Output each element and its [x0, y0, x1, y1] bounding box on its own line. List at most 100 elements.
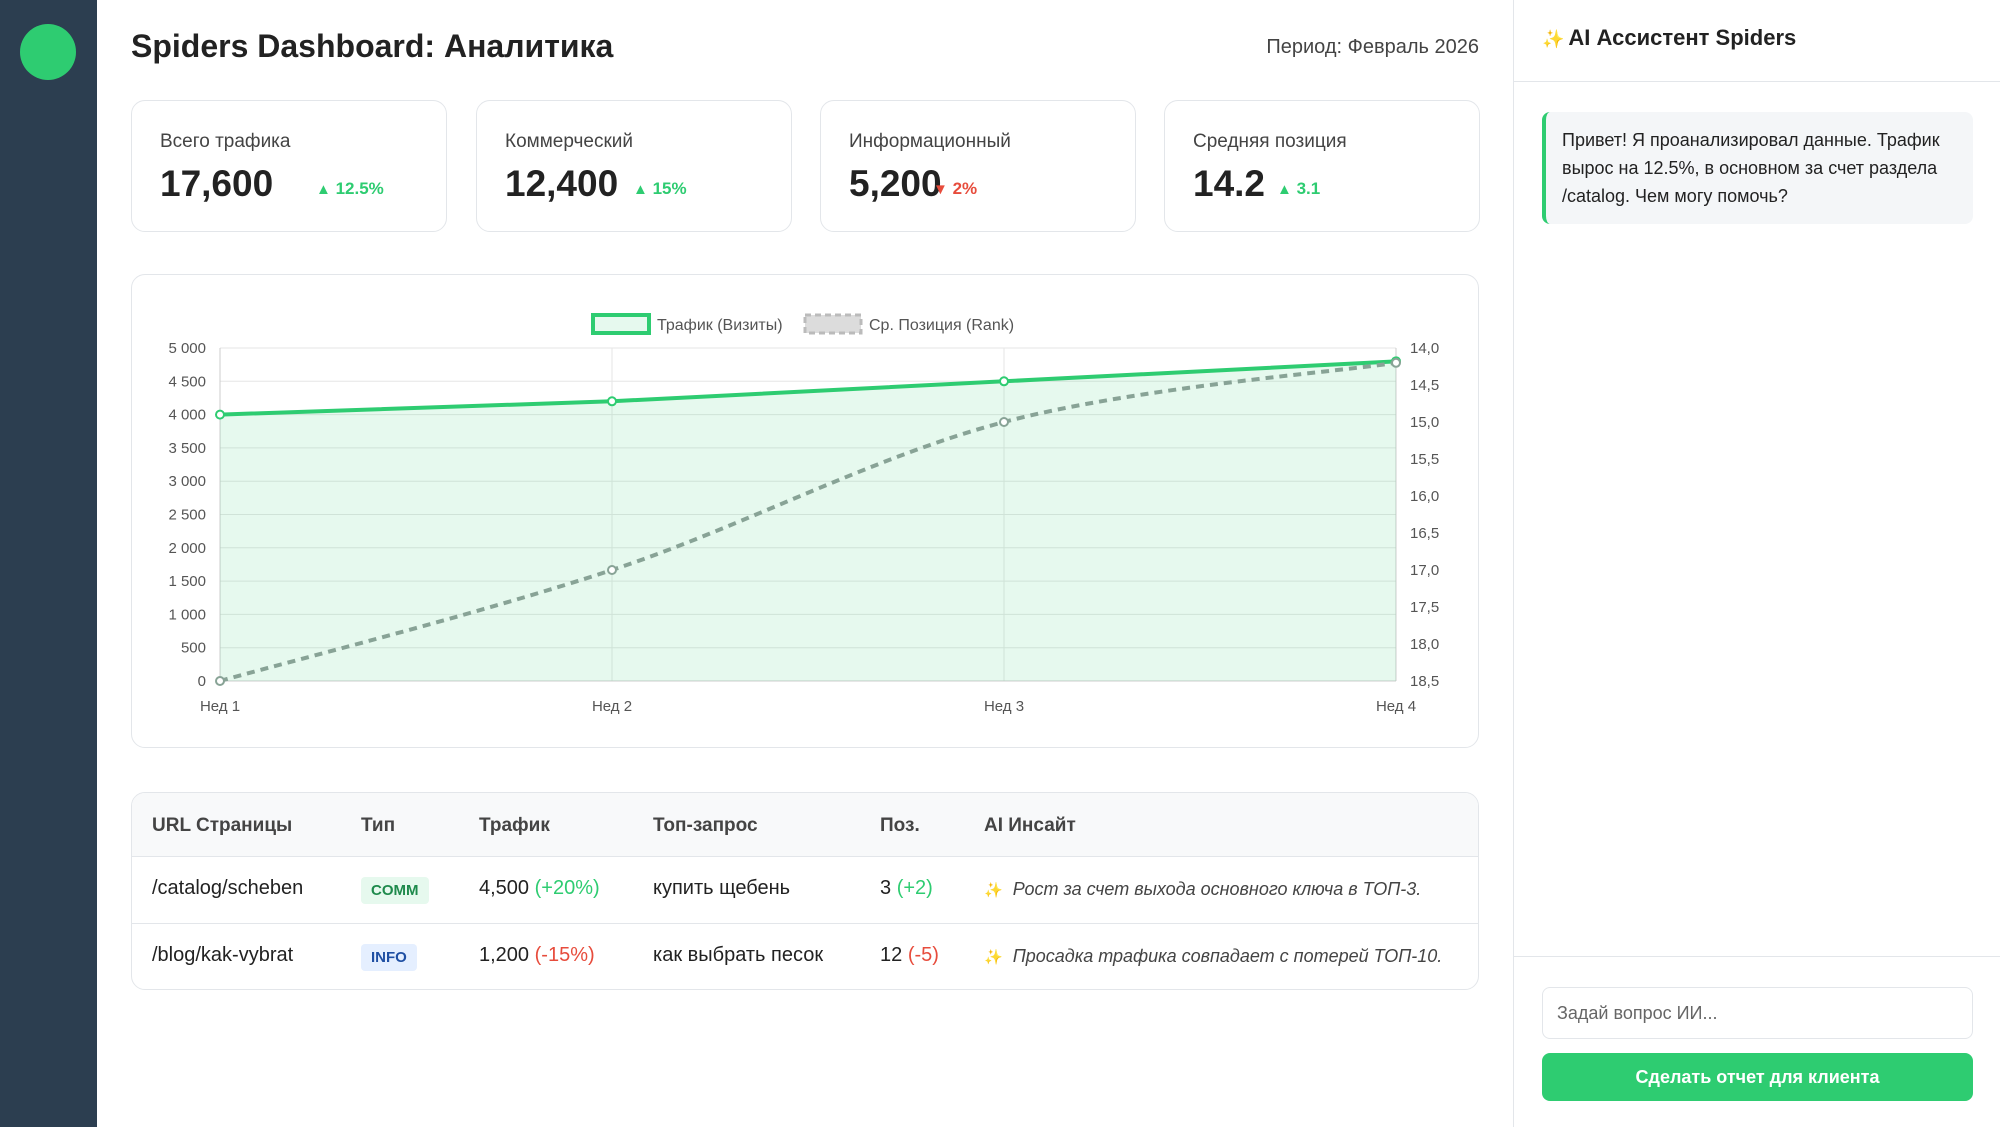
- insight-text: Рост за счет выхода основного ключа в ТО…: [1012, 879, 1422, 899]
- rank-line: [219, 360, 1397, 683]
- sidebar: [0, 0, 97, 1127]
- rank-point: [215, 676, 225, 686]
- y-left-tick-label: 3 000: [168, 473, 206, 490]
- main-content: Spiders Dashboard: Аналитика Период: Фев…: [97, 0, 1513, 1127]
- kpi-value: 12,400: [505, 163, 619, 204]
- cell-url[interactable]: /catalog/scheben: [152, 877, 304, 899]
- legend-swatch-traffic: [591, 313, 651, 335]
- kpi-delta-value: 15%: [652, 179, 687, 198]
- x-tick-label: Нед 4: [1376, 698, 1416, 715]
- page-title: Spiders Dashboard: Аналитика: [131, 28, 614, 64]
- y-left-tick-label: 500: [181, 640, 206, 657]
- y-right-tick-label: 17,5: [1410, 599, 1439, 616]
- th-traffic: Трафик: [479, 815, 550, 836]
- x-tick-label: Нед 1: [200, 698, 240, 715]
- kpi-card-informational: Информационный 5,200 ▼ 2%: [820, 100, 1136, 232]
- position-delta: (+2): [896, 877, 933, 899]
- kpi-delta: ▲ 15%: [633, 179, 687, 199]
- pages-table: URL Страницы Тип Трафик Топ-запрос Поз. …: [131, 792, 1479, 990]
- cell-traffic: 4,500 (+20%): [479, 877, 600, 900]
- y-right-tick-label: 15,0: [1410, 414, 1439, 431]
- cell-query: как выбрать песок: [653, 944, 824, 966]
- kpi-card-avg-position: Средняя позиция 14.2 ▲ 3.1: [1164, 100, 1480, 232]
- assistant-message: Привет! Я проанализировал данные. Трафик…: [1542, 112, 1973, 224]
- rank-point: [607, 565, 617, 575]
- y-left-tick-label: 2 000: [168, 540, 206, 557]
- row-divider: [132, 923, 1478, 924]
- type-badge: COMM: [361, 877, 429, 904]
- traffic-point: [999, 376, 1009, 387]
- sparkle-icon: ✨: [984, 949, 1003, 966]
- traffic-value: 1,200: [479, 944, 530, 966]
- ask-ai-input[interactable]: [1542, 987, 1973, 1039]
- type-badge: INFO: [361, 944, 417, 971]
- cell-url[interactable]: /blog/kak-vybrat: [152, 944, 294, 966]
- kpi-delta-value: 12.5%: [335, 179, 384, 198]
- y-right-tick-label: 14,5: [1410, 377, 1439, 394]
- th-ai-insight: AI Инсайт: [984, 815, 1076, 836]
- th-url: URL Страницы: [152, 815, 293, 836]
- arrow-up-icon: ▲: [316, 181, 331, 198]
- logo[interactable]: [20, 24, 76, 80]
- traffic-delta: (-15%): [534, 944, 595, 966]
- y-right-tick-label: 14,0: [1410, 340, 1439, 357]
- rank-point: [1391, 357, 1401, 368]
- y-left-tick-label: 1 000: [168, 606, 206, 623]
- th-query: Топ-запрос: [653, 815, 758, 836]
- y-right-tick-label: 16,5: [1410, 525, 1439, 542]
- cell-insight: ✨ Просадка трафика совпадает с потерей ТО…: [984, 946, 1442, 967]
- y-right-tick-label: 17,0: [1410, 562, 1439, 579]
- y-left-tick-label: 1 500: [168, 573, 206, 590]
- arrow-up-icon: ▲: [633, 181, 648, 198]
- make-client-report-button[interactable]: Сделать отчет для клиента: [1542, 1053, 1973, 1101]
- kpi-card-commercial: Коммерческий 12,400 ▲ 15%: [476, 100, 792, 232]
- assistant-title-text: AI Ассистент Spiders: [1568, 25, 1797, 50]
- table-row[interactable]: /blog/kak-vybrat INFO 1,200 (-15%) как в…: [132, 924, 1478, 989]
- traffic-value: 4,500: [479, 877, 530, 899]
- y-right-tick-label: 18,5: [1410, 673, 1439, 690]
- position-value: 12: [880, 944, 903, 966]
- chart-card: 5 000 4 500 4 000 3 500 3 000 2 500 2 000 1 500…: [131, 274, 1479, 748]
- sparkle-icon: ✨: [1542, 29, 1565, 49]
- position-delta: (-5): [907, 944, 939, 966]
- th-type: Тип: [361, 815, 396, 836]
- y-right-tick-label: 15,5: [1410, 451, 1439, 468]
- traffic-line: [219, 359, 1397, 417]
- ai-assistant-panel: ✨ AI Ассистент Spiders Привет! Я проанали…: [1513, 0, 2000, 1127]
- traffic-delta: (+20%): [534, 877, 600, 899]
- kpi-label: Информационный: [849, 131, 1011, 152]
- table-header: URL Страницы Тип Трафик Топ-запрос Поз. …: [132, 793, 1478, 857]
- assistant-footer: Сделать отчет для клиента: [1514, 956, 2000, 1127]
- y-left-tick-label: 2 500: [168, 507, 206, 524]
- legend-label-rank: Ср. Позиция (Rank): [869, 317, 1014, 334]
- kpi-value: 5,200: [849, 163, 942, 204]
- kpi-card-total-traffic: Всего трафика 17,600 ▲ 12.5%: [131, 100, 447, 232]
- arrow-down-icon: ▼: [933, 181, 948, 198]
- kpi-delta-value: 3.1: [1296, 179, 1321, 198]
- rank-point: [999, 417, 1009, 427]
- legend-label-traffic: Трафик (Визиты): [657, 317, 783, 334]
- kpi-delta: ▲ 3.1: [1277, 179, 1320, 199]
- y-left-tick-label: 5 000: [168, 340, 206, 357]
- cell-position: 12 (-5): [880, 944, 939, 967]
- kpi-value: 17,600: [160, 163, 274, 204]
- kpi-label: Средняя позиция: [1193, 131, 1347, 152]
- cell-insight: ✨ Рост за счет выхода основного ключа в Т…: [984, 879, 1421, 900]
- legend-swatch-rank: [803, 313, 863, 335]
- insight-text: Просадка трафика совпадает с потерей ТОП…: [1012, 946, 1443, 966]
- y-left-tick-label: 3 500: [168, 440, 206, 457]
- kpi-label: Коммерческий: [505, 131, 633, 152]
- kpi-delta: ▲ 12.5%: [316, 179, 384, 199]
- cell-position: 3 (+2): [880, 877, 933, 900]
- assistant-header: ✨ AI Ассистент Spiders: [1514, 0, 2000, 82]
- kpi-delta: ▼ 2%: [933, 179, 977, 199]
- traffic-point: [607, 396, 617, 407]
- y-left-tick-label: 4 500: [168, 373, 206, 390]
- table-row[interactable]: /catalog/scheben COMM 4,500 (+20%) купит…: [132, 857, 1478, 923]
- y-left-tick-label: 4 000: [168, 407, 206, 424]
- y-right-tick-label: 18,0: [1410, 636, 1439, 653]
- kpi-label: Всего трафика: [160, 131, 291, 152]
- traffic-rank-chart: 5 000 4 500 4 000 3 500 3 000 2 500 2 000 1 500…: [168, 313, 1439, 715]
- x-tick-label: Нед 3: [984, 698, 1024, 715]
- kpi-value: 14.2: [1193, 163, 1266, 204]
